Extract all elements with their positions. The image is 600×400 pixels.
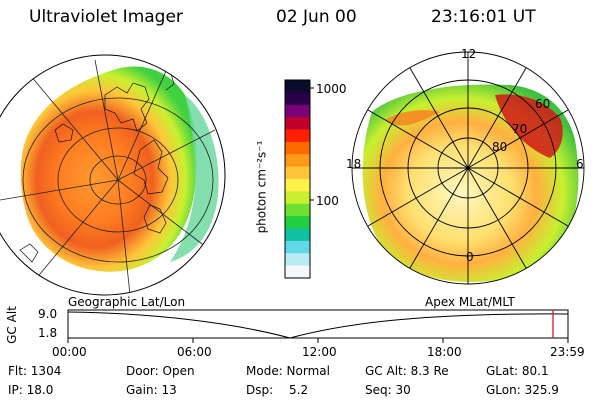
colorbar-swatch: [285, 92, 310, 106]
info-mode: Mode: Normal: [246, 364, 330, 378]
info-ip: IP: 18.0: [8, 383, 54, 397]
colorbar: [284, 79, 314, 279]
colorbar-swatch: [285, 129, 310, 143]
timeline-axis-label: GC Alt: [4, 306, 19, 344]
mlt-label-12: 12: [461, 47, 477, 61]
mlat-label-80: 80: [492, 140, 508, 154]
geographic-image: [0, 54, 226, 296]
colorbar-swatch: [285, 141, 310, 155]
colorbar-swatch: [285, 80, 310, 93]
mlat-label-70: 70: [512, 122, 528, 136]
colorbar-swatch: [285, 154, 310, 168]
info-glat: GLat: 80.1: [486, 364, 549, 378]
info-gc-alt: GC Alt: 8.3 Re: [365, 364, 449, 378]
timeline-ytick-9: 9.0: [38, 307, 58, 321]
colorbar-swatch: [285, 104, 310, 118]
colorbar-swatch: [285, 265, 310, 279]
timeline-ytick-1-8: 1.8: [38, 326, 58, 340]
colorbar-swatch: [285, 179, 310, 192]
colorbar-tick-1000: 1000: [316, 82, 347, 96]
colorbar-swatch: [285, 228, 310, 242]
timeline-plot: [67, 309, 569, 343]
timeline-xtick-0000: 00:00: [52, 345, 87, 359]
apex-polar-image: [351, 51, 585, 285]
mlt-label-6: 6: [576, 157, 584, 171]
colorbar-swatch: [285, 166, 310, 180]
mlat-label-60: 60: [535, 97, 551, 111]
info-dsp-label: Dsp:: [246, 383, 274, 397]
timeline-xtick-1200: 12:00: [302, 345, 337, 359]
info-glon: GLon: 325.9: [486, 383, 559, 397]
timeline-xtick-2359: 23:59: [550, 345, 585, 359]
instrument-title: Ultraviolet Imager: [29, 7, 183, 27]
colorbar-unit-label: photon cm⁻²s⁻¹: [254, 140, 269, 234]
info-seq: Seq: 30: [365, 383, 411, 397]
colorbar-tick-100: 100: [316, 194, 339, 208]
mlt-label-0: 0: [466, 250, 474, 264]
colorbar-swatch: [285, 117, 310, 131]
colorbar-swatch: [285, 203, 310, 217]
info-flight: Flt: 1304: [8, 364, 62, 378]
info-dsp-value: 5.2: [289, 383, 309, 397]
timeline-xtick-0600: 06:00: [177, 345, 212, 359]
mlt-label-18: 18: [346, 157, 362, 171]
timeline-xtick-1800: 18:00: [427, 345, 462, 359]
left-panel-label: Geographic Lat/Lon: [68, 295, 186, 309]
info-gain: Gain: 13: [126, 383, 177, 397]
header-time: 23:16:01 UT: [431, 7, 536, 27]
colorbar-swatch: [285, 216, 310, 230]
colorbar-swatch: [285, 253, 310, 267]
colorbar-swatch: [285, 191, 310, 205]
header-date: 02 Jun 00: [276, 7, 357, 27]
colorbar-swatch: [285, 240, 310, 254]
info-door: Door: Open: [126, 364, 195, 378]
right-panel-label: Apex MLat/MLT: [425, 295, 515, 309]
